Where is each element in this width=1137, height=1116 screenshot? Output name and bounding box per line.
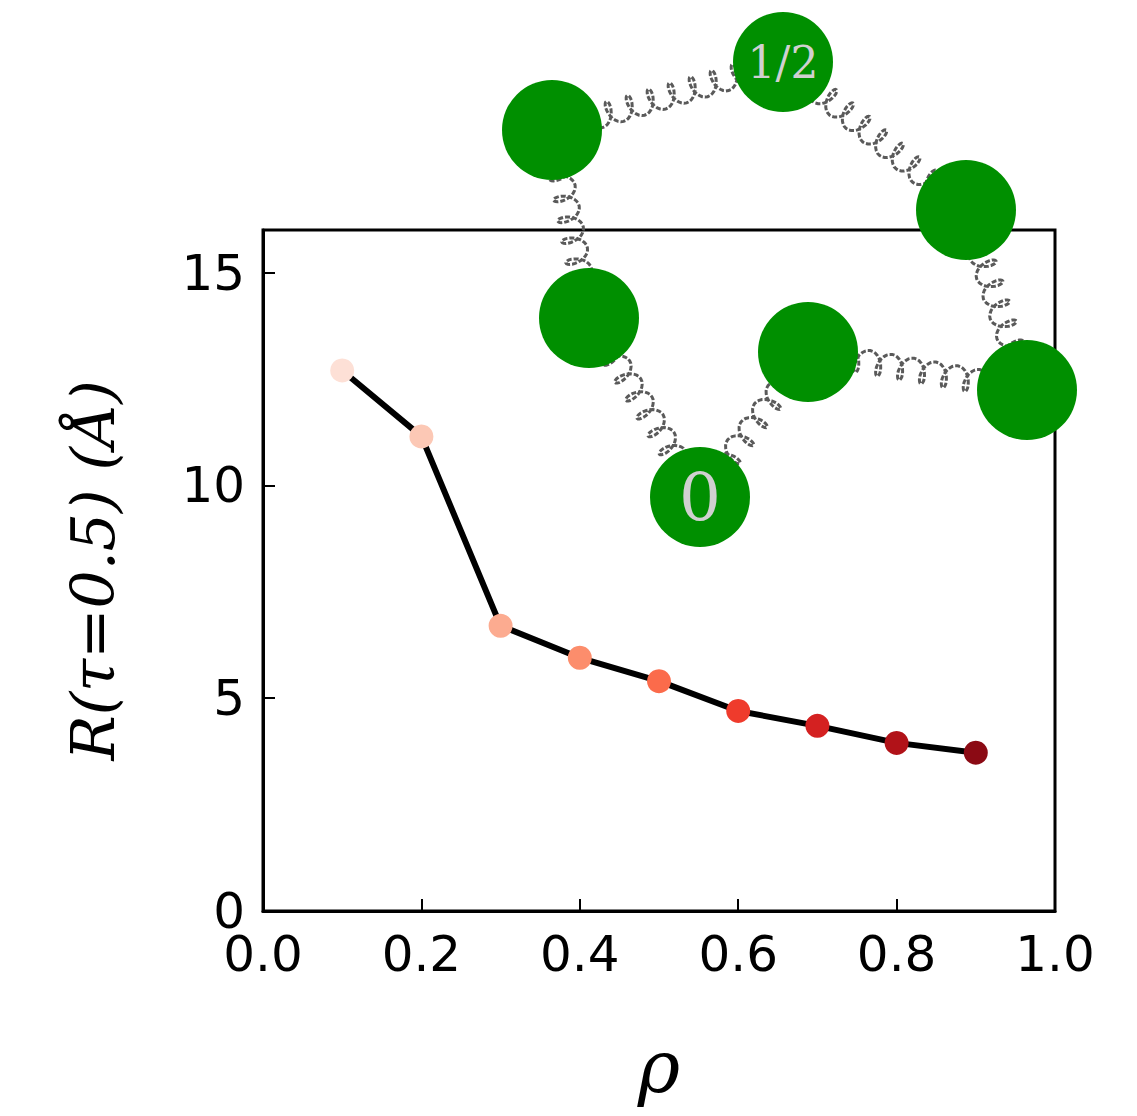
svg-text:5: 5 [213, 669, 245, 727]
svg-text:0.6: 0.6 [698, 925, 778, 983]
svg-text:0.0: 0.0 [223, 925, 303, 983]
svg-text:0.4: 0.4 [540, 925, 620, 983]
svg-text:R(τ=0.5) (Å): R(τ=0.5) (Å) [58, 380, 128, 761]
svg-text:ρ: ρ [637, 1025, 680, 1109]
svg-text:0: 0 [213, 882, 245, 940]
svg-text:0: 0 [679, 459, 721, 536]
svg-text:10: 10 [181, 456, 245, 514]
svg-text:15: 15 [181, 244, 245, 302]
svg-text:1/2: 1/2 [748, 37, 819, 88]
svg-text:0.8: 0.8 [857, 925, 937, 983]
svg-text:0.2: 0.2 [382, 925, 462, 983]
svg-text:1.0: 1.0 [1015, 925, 1095, 983]
